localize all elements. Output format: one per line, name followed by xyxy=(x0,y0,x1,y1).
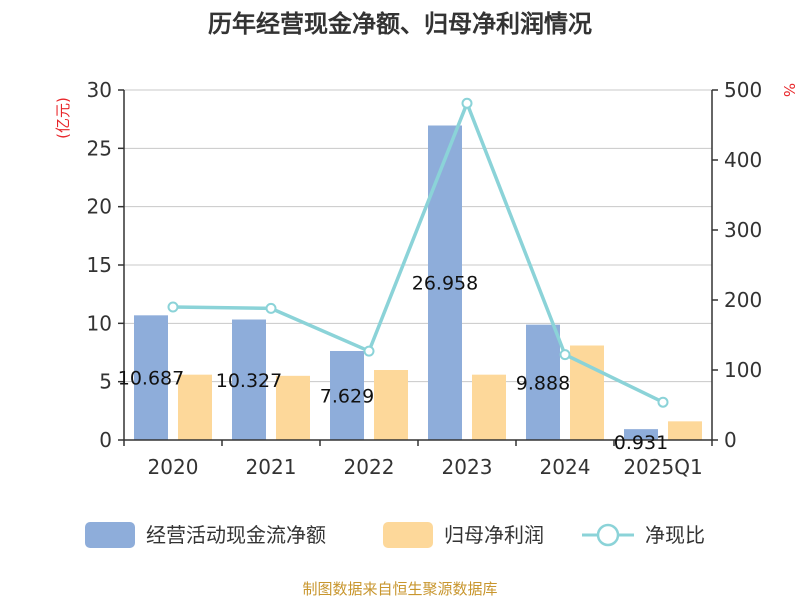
data-label: 7.629 xyxy=(320,385,374,407)
line-point xyxy=(363,345,375,357)
left-tick-label: 15 xyxy=(87,253,112,277)
right-tick-label: 400 xyxy=(724,148,762,172)
data-label: 10.327 xyxy=(216,370,282,392)
data-label: 26.958 xyxy=(412,273,478,295)
data-label: 9.888 xyxy=(516,372,570,394)
line-point xyxy=(167,301,179,313)
bar-netprofit xyxy=(374,370,408,440)
right-tick-label: 200 xyxy=(724,288,762,312)
bar-cashflow xyxy=(330,350,364,440)
left-tick-label: 5 xyxy=(99,370,112,394)
bar-netprofit xyxy=(472,374,506,440)
left-tick-label: 10 xyxy=(87,311,112,335)
legend-label: 净现比 xyxy=(645,523,705,547)
x-tick-label: 2022 xyxy=(344,455,395,479)
chart-title: 历年经营现金净额、归母净利润情况 xyxy=(208,10,592,38)
line-point xyxy=(657,396,669,408)
x-tick-label: 2020 xyxy=(148,455,199,479)
bar-netprofit xyxy=(178,374,212,440)
right-axis-unit: % xyxy=(780,83,798,97)
legend-label: 归母净利润 xyxy=(444,523,544,547)
line-point xyxy=(265,302,277,314)
bar-netprofit xyxy=(668,421,702,440)
left-tick-label: 0 xyxy=(99,428,112,452)
right-tick-label: 0 xyxy=(724,428,737,452)
source-note: 制图数据来自恒生聚源数据库 xyxy=(302,580,497,598)
bar-cashflow xyxy=(526,324,560,440)
right-tick-label: 500 xyxy=(724,78,762,102)
line-point xyxy=(559,349,571,361)
legend-swatch-cashflow xyxy=(85,522,135,548)
x-tick-label: 2025Q1 xyxy=(623,455,702,479)
line-net-cash-ratio xyxy=(172,98,664,404)
bar-cashflow xyxy=(428,125,462,441)
bar-cashflow xyxy=(624,429,658,440)
bar-cashflow xyxy=(232,319,266,440)
x-tick-label: 2023 xyxy=(442,455,493,479)
left-tick-label: 30 xyxy=(87,78,112,102)
data-label: 10.687 xyxy=(118,368,184,390)
line-point xyxy=(461,97,473,109)
left-axis-unit: (亿元) xyxy=(54,97,72,139)
legend-swatch-netprofit xyxy=(383,522,433,548)
legend-marker-ratio xyxy=(596,523,620,547)
left-tick-label: 20 xyxy=(87,195,112,219)
x-tick-label: 2021 xyxy=(246,455,297,479)
right-tick-label: 300 xyxy=(724,218,762,242)
bar-netprofit xyxy=(276,375,310,440)
right-tick-label: 100 xyxy=(724,358,762,382)
bar-cashflow xyxy=(134,315,168,440)
left-tick-label: 25 xyxy=(87,136,112,160)
legend-label: 经营活动现金流净额 xyxy=(146,523,326,547)
x-tick-label: 2024 xyxy=(540,455,591,479)
data-label: 0.931 xyxy=(614,432,668,454)
